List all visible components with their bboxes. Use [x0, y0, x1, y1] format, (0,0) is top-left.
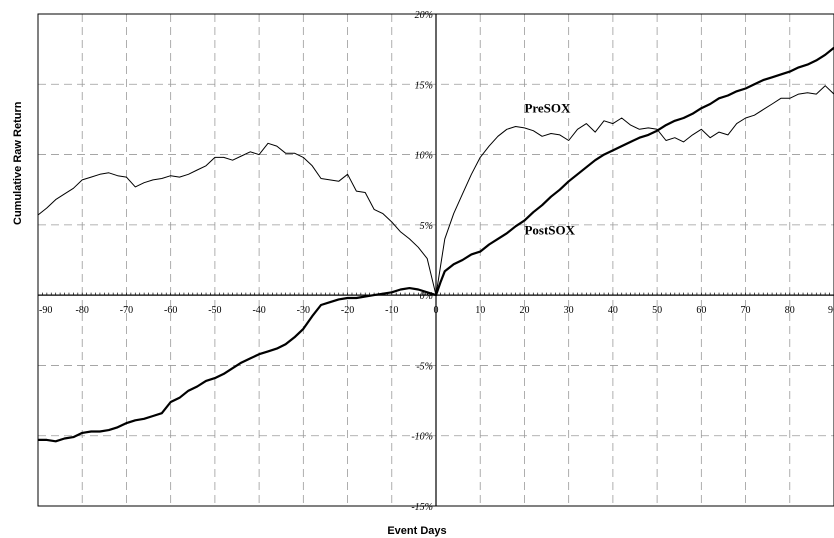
y-tick-labels: -15% -10% -5% 0% 5% 10% 15% 20%: [411, 10, 433, 513]
y-tick-label: 10%: [415, 151, 433, 162]
x-axis-title: Event Days: [387, 525, 447, 537]
x-tick-label: 10: [475, 305, 485, 316]
series-line-postsox: [38, 46, 834, 443]
x-tick-label: -80: [76, 305, 89, 316]
x-tick-label: 70: [741, 305, 751, 316]
x-tick-label: -10: [385, 305, 398, 316]
y-tick-label: 5%: [420, 221, 433, 232]
y-tick-label: 0%: [420, 291, 433, 302]
x-tick-label: -20: [341, 305, 354, 316]
y-tick-label: -5%: [416, 361, 433, 372]
series-labels: PreSOX PostSOX: [524, 100, 575, 237]
x-tick-label: 0: [434, 305, 439, 316]
x-tick-labels: -90 -80 -70 -60 -50 -40 -30 -20 -10 0 10 20 30 40 50 60…: [39, 305, 834, 316]
x-tick-marks: [37, 292, 834, 296]
x-tick-label: 40: [608, 305, 618, 316]
x-tick-label: 20: [519, 305, 529, 316]
x-tick-label: 80: [785, 305, 795, 316]
y-tick-label: 20%: [415, 10, 433, 21]
series-label-presox: PreSOX: [524, 100, 571, 115]
series-line-presox: [37, 85, 834, 296]
x-tick-label: 50: [652, 305, 662, 316]
y-axis-title: Cumulative Raw Return: [12, 101, 24, 225]
x-tick-label: 60: [696, 305, 706, 316]
x-tick-label: -70: [120, 305, 133, 316]
y-tick-label: -15%: [411, 502, 433, 513]
x-tick-label: -90: [39, 305, 52, 316]
series-lines: [37, 46, 834, 443]
x-tick-label: -50: [208, 305, 221, 316]
x-tick-label: -60: [164, 305, 177, 316]
x-tick-label: -40: [252, 305, 265, 316]
x-tick-label: -30: [297, 305, 310, 316]
y-tick-label: 15%: [415, 80, 433, 91]
y-tick-label: -10%: [411, 432, 433, 443]
series-label-postsox: PostSOX: [524, 223, 575, 238]
x-tick-label: 30: [564, 305, 574, 316]
x-tick-label: 90: [828, 305, 834, 316]
